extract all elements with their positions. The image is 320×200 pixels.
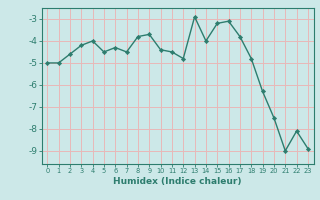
X-axis label: Humidex (Indice chaleur): Humidex (Indice chaleur) bbox=[113, 177, 242, 186]
